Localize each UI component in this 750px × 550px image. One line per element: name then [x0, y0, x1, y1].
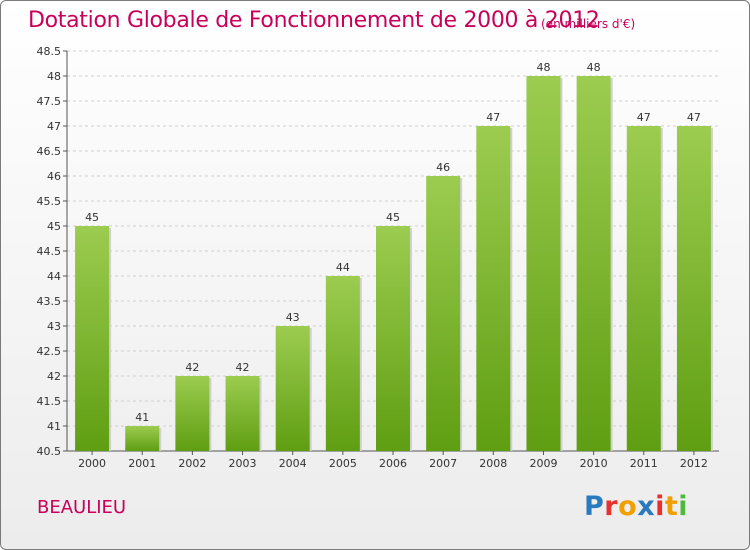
- y-tick-label: 45: [47, 220, 61, 233]
- y-tick-label: 41.5: [37, 395, 62, 408]
- y-tick-label: 44: [47, 270, 61, 283]
- bar: [175, 376, 210, 451]
- x-tick-label: 2005: [329, 457, 357, 470]
- chart-title: Dotation Globale de Fonctionnement de 20…: [28, 8, 600, 33]
- bar: [676, 126, 711, 451]
- y-tick-label: 42.5: [37, 345, 62, 358]
- x-tick-label: 2004: [279, 457, 307, 470]
- bar-value-label: 45: [386, 211, 400, 224]
- y-tick-label: 47: [47, 120, 61, 133]
- x-tick-label: 2008: [479, 457, 507, 470]
- y-tick-label: 41: [47, 420, 61, 433]
- x-tick-label: 2000: [78, 457, 106, 470]
- y-tick-label: 45.5: [37, 195, 62, 208]
- bar-value-label: 48: [587, 61, 601, 74]
- x-tick-label: 2010: [580, 457, 608, 470]
- y-tick-label: 46: [47, 170, 61, 183]
- y-tick-label: 43: [47, 320, 61, 333]
- x-tick-label: 2009: [529, 457, 557, 470]
- labels: 45 2000 41 2001 42 2002 42 2003 43 2004 44 2005 45 20…: [78, 61, 708, 470]
- bar: [626, 126, 661, 451]
- y-tick-label: 44.5: [37, 245, 62, 258]
- y-tick-label: 43.5: [37, 295, 62, 308]
- bar-value-label: 42: [185, 361, 199, 374]
- proxiti-logo: Proxiti: [584, 491, 688, 522]
- y-tick-label: 46.5: [37, 145, 62, 158]
- y-tick-label: 47.5: [37, 95, 62, 108]
- y-tick-label: 40.5: [37, 445, 62, 458]
- logo-letter: i: [678, 491, 689, 522]
- x-tick-label: 2003: [229, 457, 257, 470]
- bar: [376, 226, 410, 451]
- logo-letter: t: [664, 491, 679, 522]
- bar: [476, 126, 511, 451]
- x-tick-label: 2012: [680, 457, 708, 470]
- bar-value-label: 47: [486, 111, 500, 124]
- bar: [75, 226, 110, 451]
- logo-letter: r: [604, 491, 619, 522]
- y-tick-label: 48: [47, 70, 61, 83]
- bar-value-label: 44: [336, 261, 350, 274]
- bar: [576, 76, 611, 451]
- logo-letter: x: [637, 491, 656, 522]
- x-tick-label: 2011: [630, 457, 658, 470]
- bar-value-label: 43: [286, 311, 300, 324]
- bar-value-label: 47: [687, 111, 701, 124]
- y-tick-label: 48.5: [37, 45, 62, 58]
- bar: [275, 326, 310, 451]
- bar: [426, 176, 461, 451]
- bar-value-label: 48: [536, 61, 550, 74]
- y-tick-label: 42: [47, 370, 61, 383]
- bar: [225, 376, 260, 451]
- x-tick-label: 2001: [128, 457, 156, 470]
- bar-value-label: 47: [637, 111, 651, 124]
- bar: [325, 276, 360, 451]
- logo-letter: i: [655, 491, 665, 522]
- bar-value-label: 45: [85, 211, 99, 224]
- logo-letter: o: [618, 491, 638, 522]
- x-tick-label: 2006: [379, 457, 407, 470]
- logo-letter: P: [584, 491, 605, 522]
- bar: [526, 76, 561, 451]
- bar-value-label: 46: [436, 161, 450, 174]
- bar-value-label: 42: [236, 361, 250, 374]
- chart-subtitle: (en milliers d'€): [541, 17, 636, 31]
- town-name: BEAULIEU: [37, 497, 127, 518]
- x-tick-label: 2002: [178, 457, 206, 470]
- bar: [125, 426, 160, 451]
- bar-value-label: 41: [135, 411, 149, 424]
- bars: [75, 76, 713, 451]
- x-tick-label: 2007: [429, 457, 457, 470]
